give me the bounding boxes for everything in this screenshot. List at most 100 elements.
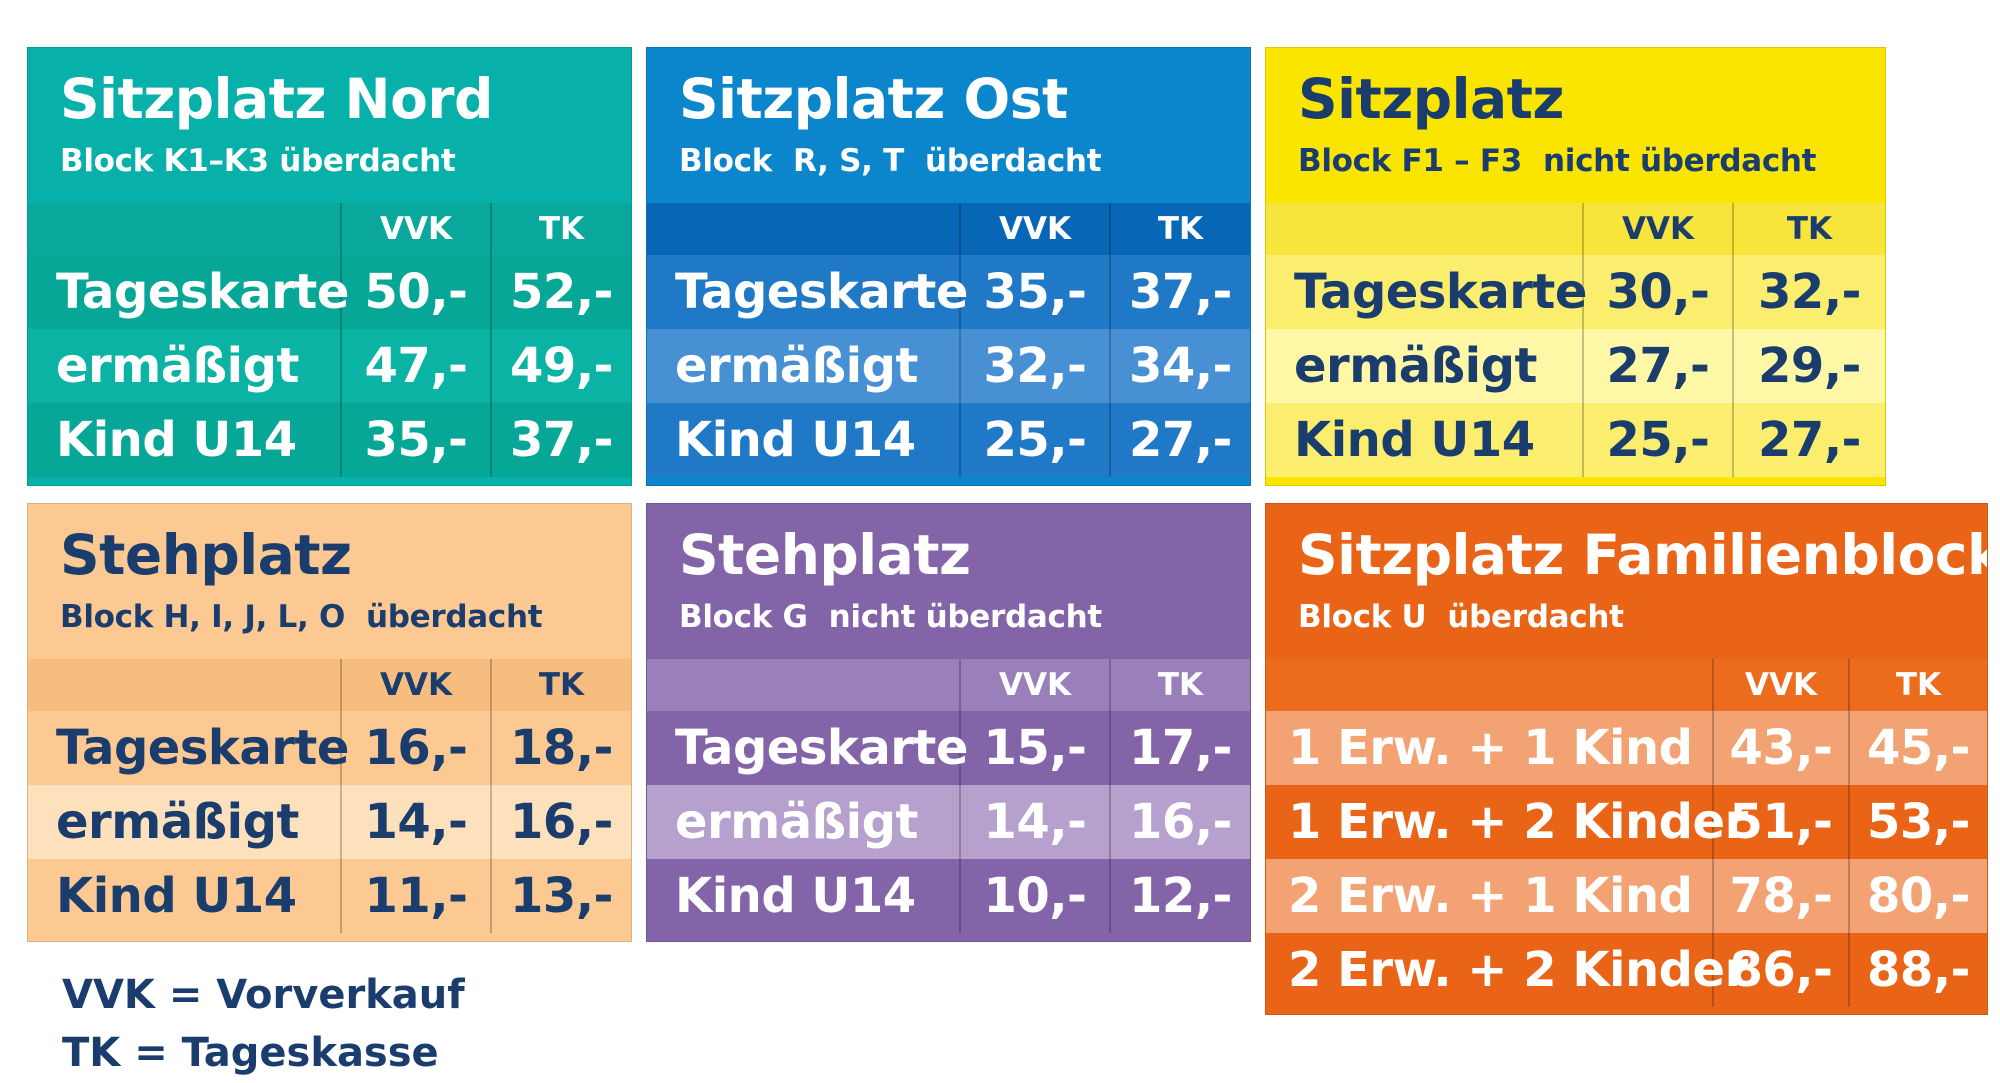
- tk-price: 18,-: [490, 711, 631, 785]
- ticket-type-label: Kind U14: [675, 868, 916, 924]
- column-header-row: VVK TK: [647, 203, 1250, 255]
- ticket-type-label: Tageskarte: [1294, 264, 1587, 320]
- price-row-tageskarte: Tageskarte 30,- 32,-: [1266, 255, 1885, 329]
- price-row-2-erw-1-kind: 2 Erw. + 1 Kind 78,- 80,-: [1266, 859, 1987, 933]
- label-column-header: [28, 659, 341, 711]
- card-subtitle: Block K1–K3 überdacht: [60, 143, 456, 179]
- tk-price: 16,-: [490, 785, 631, 859]
- tk-price: 27,-: [1732, 403, 1885, 477]
- vvk-price: 32,-: [959, 329, 1110, 403]
- tk-column-header: TK: [490, 659, 631, 711]
- vvk-column-header: VVK: [1712, 659, 1849, 711]
- price-row-1-erw-1-kind: 1 Erw. + 1 Kind 43,- 45,-: [1266, 711, 1987, 785]
- price-row-kind-u14: Kind U14 10,- 12,-: [647, 859, 1250, 933]
- ticket-type-label: ermäßigt: [1294, 338, 1537, 394]
- card-header: Sitzplatz Nord Block K1–K3 überdacht: [28, 48, 631, 203]
- ticket-type-label: Tageskarte: [56, 720, 349, 776]
- vvk-price: 27,-: [1582, 329, 1733, 403]
- tk-price: 16,-: [1109, 785, 1250, 859]
- label-column-header: [28, 203, 341, 255]
- tk-price: 52,-: [490, 255, 631, 329]
- column-header-row: VVK TK: [1266, 203, 1885, 255]
- card-title: Stehplatz: [60, 523, 352, 587]
- price-card-sitzplatz-ost: Sitzplatz Ost Block R, S, T überdacht VV…: [646, 47, 1251, 486]
- tk-price: 13,-: [490, 859, 631, 933]
- tk-column-header: TK: [1848, 659, 1987, 711]
- tk-column-header: TK: [490, 203, 631, 255]
- ticket-type-label: Tageskarte: [675, 264, 968, 320]
- price-row-tageskarte: Tageskarte 16,- 18,-: [28, 711, 631, 785]
- ticket-type-label: ermäßigt: [56, 794, 299, 850]
- tk-column-header: TK: [1109, 203, 1250, 255]
- vvk-price: 16,-: [340, 711, 491, 785]
- vvk-price: 25,-: [1582, 403, 1733, 477]
- tk-price: 32,-: [1732, 255, 1885, 329]
- price-row-tageskarte: Tageskarte 15,- 17,-: [647, 711, 1250, 785]
- card-title: Sitzplatz Familienblock: [1298, 523, 1988, 587]
- vvk-price: 10,-: [959, 859, 1110, 933]
- price-row-kind-u14: Kind U14 11,- 13,-: [28, 859, 631, 933]
- vvk-price: 50,-: [340, 255, 491, 329]
- tk-price: 53,-: [1848, 785, 1987, 859]
- ticket-type-label: 2 Erw. + 1 Kind: [1288, 868, 1693, 924]
- price-table: VVK TK Tageskarte 30,- 32,- ermäßigt 27,…: [1266, 203, 1885, 477]
- tk-price: 34,-: [1109, 329, 1250, 403]
- price-row-kind-u14: Kind U14 25,- 27,-: [1266, 403, 1885, 477]
- ticket-type-label: 2 Erw. + 2 Kinder: [1288, 942, 1748, 998]
- tk-price: 29,-: [1732, 329, 1885, 403]
- column-header-row: VVK TK: [647, 659, 1250, 711]
- card-subtitle: Block H, I, J, L, O überdacht: [60, 599, 543, 635]
- tk-price: 37,-: [1109, 255, 1250, 329]
- vvk-price: 25,-: [959, 403, 1110, 477]
- card-header: Sitzplatz Familienblock Block U überdach…: [1266, 504, 1987, 659]
- vvk-price: 47,-: [340, 329, 491, 403]
- ticket-type-label: Kind U14: [56, 412, 297, 468]
- card-title: Stehplatz: [679, 523, 971, 587]
- tk-price: 45,-: [1848, 711, 1987, 785]
- price-row-1-erw-2-kinder: 1 Erw. + 2 Kinder 51,- 53,-: [1266, 785, 1987, 859]
- tk-price: 80,-: [1848, 859, 1987, 933]
- tk-price: 49,-: [490, 329, 631, 403]
- price-table: VVK TK Tageskarte 35,- 37,- ermäßigt 32,…: [647, 203, 1250, 477]
- vvk-price: 30,-: [1582, 255, 1733, 329]
- label-column-header: [1266, 659, 1713, 711]
- vvk-price: 11,-: [340, 859, 491, 933]
- ticket-type-label: Kind U14: [1294, 412, 1535, 468]
- vvk-price: 43,-: [1712, 711, 1849, 785]
- legend-vvk: VVK = Vorverkauf: [62, 972, 465, 1018]
- price-row-tageskarte: Tageskarte 50,- 52,-: [28, 255, 631, 329]
- vvk-price: 51,-: [1712, 785, 1849, 859]
- price-card-sitzplatz-f: Sitzplatz Block F1 – F3 nicht überdacht …: [1265, 47, 1886, 486]
- card-title: Sitzplatz: [1298, 67, 1564, 131]
- price-card-sitzplatz-nord: Sitzplatz Nord Block K1–K3 überdacht VVK…: [27, 47, 632, 486]
- price-table: VVK TK Tageskarte 50,- 52,- ermäßigt 47,…: [28, 203, 631, 477]
- price-row-tageskarte: Tageskarte 35,- 37,-: [647, 255, 1250, 329]
- legend-tk: TK = Tageskasse: [62, 1030, 439, 1076]
- vvk-price: 35,-: [340, 403, 491, 477]
- tk-price: 27,-: [1109, 403, 1250, 477]
- vvk-column-header: VVK: [959, 203, 1110, 255]
- ticket-type-label: 1 Erw. + 2 Kinder: [1288, 794, 1748, 850]
- price-row-ermaessigt: ermäßigt 32,- 34,-: [647, 329, 1250, 403]
- label-column-header: [647, 203, 960, 255]
- card-header: Stehplatz Block G nicht überdacht: [647, 504, 1250, 659]
- column-header-row: VVK TK: [28, 203, 631, 255]
- tk-column-header: TK: [1109, 659, 1250, 711]
- price-row-kind-u14: Kind U14 35,- 37,-: [28, 403, 631, 477]
- tk-column-header: TK: [1732, 203, 1885, 255]
- vvk-column-header: VVK: [1582, 203, 1733, 255]
- price-card-sitzplatz-familienblock: Sitzplatz Familienblock Block U überdach…: [1265, 503, 1988, 1015]
- price-row-kind-u14: Kind U14 25,- 27,-: [647, 403, 1250, 477]
- vvk-column-header: VVK: [340, 203, 491, 255]
- ticket-type-label: ermäßigt: [675, 794, 918, 850]
- ticket-type-label: Tageskarte: [675, 720, 968, 776]
- card-title: Sitzplatz Ost: [679, 67, 1068, 131]
- card-subtitle: Block G nicht überdacht: [679, 599, 1102, 635]
- ticket-type-label: ermäßigt: [56, 338, 299, 394]
- card-subtitle: Block R, S, T überdacht: [679, 143, 1102, 179]
- card-header: Sitzplatz Ost Block R, S, T überdacht: [647, 48, 1250, 203]
- price-row-2-erw-2-kinder: 2 Erw. + 2 Kinder 86,- 88,-: [1266, 933, 1987, 1007]
- ticket-type-label: Tageskarte: [56, 264, 349, 320]
- label-column-header: [1266, 203, 1583, 255]
- card-header: Sitzplatz Block F1 – F3 nicht überdacht: [1266, 48, 1885, 203]
